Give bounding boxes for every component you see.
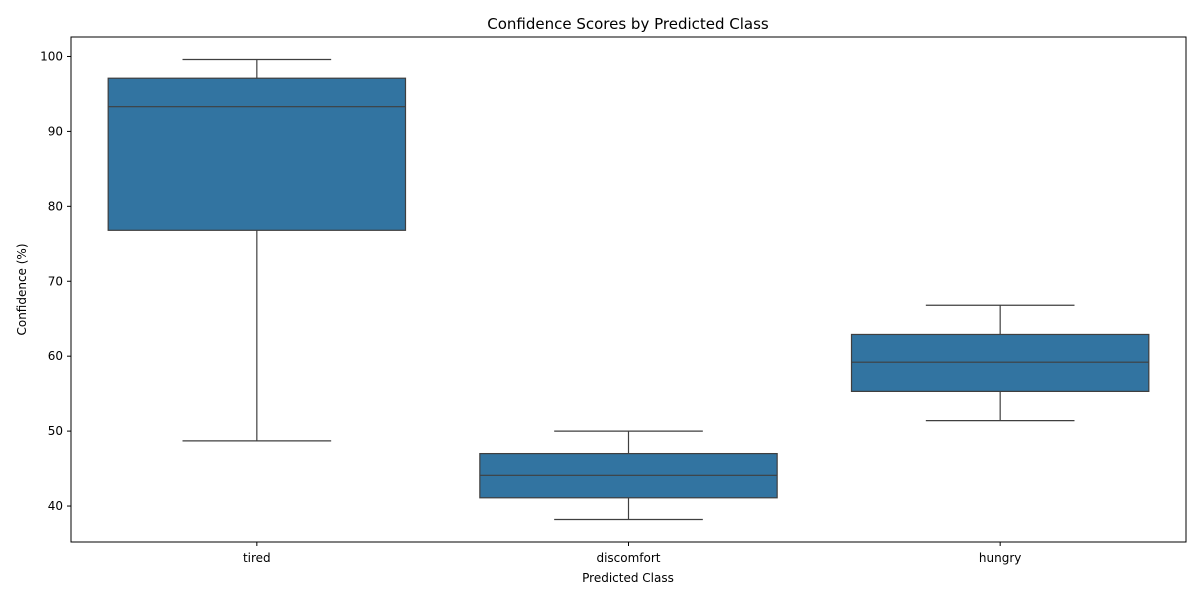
y-tick-label: 50 [48,424,63,438]
x-tick-label-hungry: hungry [979,551,1021,565]
y-tick-label: 100 [40,49,63,63]
box-discomfort [479,430,778,521]
x-tick-label-discomfort: discomfort [596,551,660,565]
y-tick-label: 90 [48,124,63,138]
y-tick-label: 40 [48,499,63,513]
x-tick-label-tired: tired [243,551,271,565]
y-tick-label: 60 [48,349,63,363]
box-tired [107,58,407,442]
iqr-box [850,333,1150,392]
chart-title: Confidence Scores by Predicted Class [487,15,769,33]
iqr-box [107,77,407,231]
x-axis-label: Predicted Class [582,571,674,585]
y-tick-label: 70 [48,274,63,288]
box-hungry [850,304,1150,422]
y-tick-label: 80 [48,199,63,213]
plot-area [107,58,1150,521]
y-axis-label: Confidence (%) [15,243,29,335]
